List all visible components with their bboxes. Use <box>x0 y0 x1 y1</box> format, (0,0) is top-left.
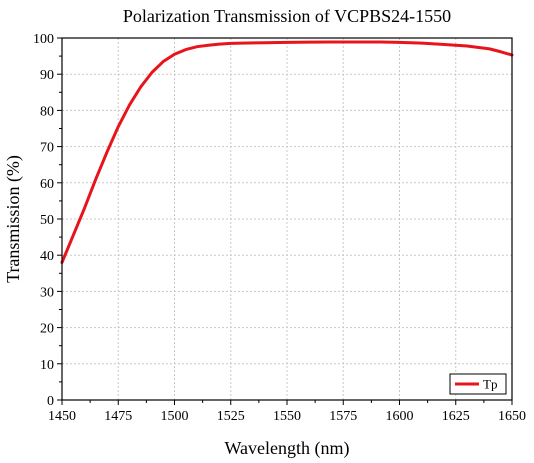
x-tick-label: 1525 <box>217 409 245 424</box>
x-tick-label: 1500 <box>161 409 189 424</box>
y-tick-label: 50 <box>40 213 54 228</box>
legend-label: Tp <box>483 377 497 392</box>
y-tick-label: 20 <box>40 322 54 337</box>
x-tick-label: 1600 <box>386 409 414 424</box>
y-tick-label: 30 <box>40 285 54 300</box>
ticks: 1450 1475 1500 1525 1550 1575 1600 1625 1650 0 10 2… <box>33 32 526 424</box>
plot-frame <box>61 37 513 401</box>
grid <box>62 38 512 400</box>
y-tick-label: 10 <box>40 358 54 373</box>
y-tick-label: 90 <box>40 68 54 83</box>
x-tick-label: 1650 <box>498 409 526 424</box>
chart-title: Polarization Transmission of VCPBS24-155… <box>123 6 451 26</box>
series-line-tp <box>60 40 514 264</box>
y-axis-label: Transmission (%) <box>3 155 24 283</box>
y-tick-label: 60 <box>40 177 54 192</box>
x-tick-label: 1475 <box>104 409 132 424</box>
legend: Tp <box>449 373 507 395</box>
y-tick-label: 70 <box>40 141 54 156</box>
y-tick-label: 40 <box>40 249 54 264</box>
x-tick-label: 1575 <box>329 409 357 424</box>
x-tick-label: 1625 <box>442 409 470 424</box>
y-tick-label: 0 <box>47 394 54 409</box>
x-axis-label: Wavelength (nm) <box>224 438 349 459</box>
x-tick-label: 1450 <box>48 409 76 424</box>
y-tick-label: 80 <box>40 104 54 119</box>
y-tick-label: 100 <box>33 32 54 47</box>
x-tick-label: 1550 <box>273 409 301 424</box>
